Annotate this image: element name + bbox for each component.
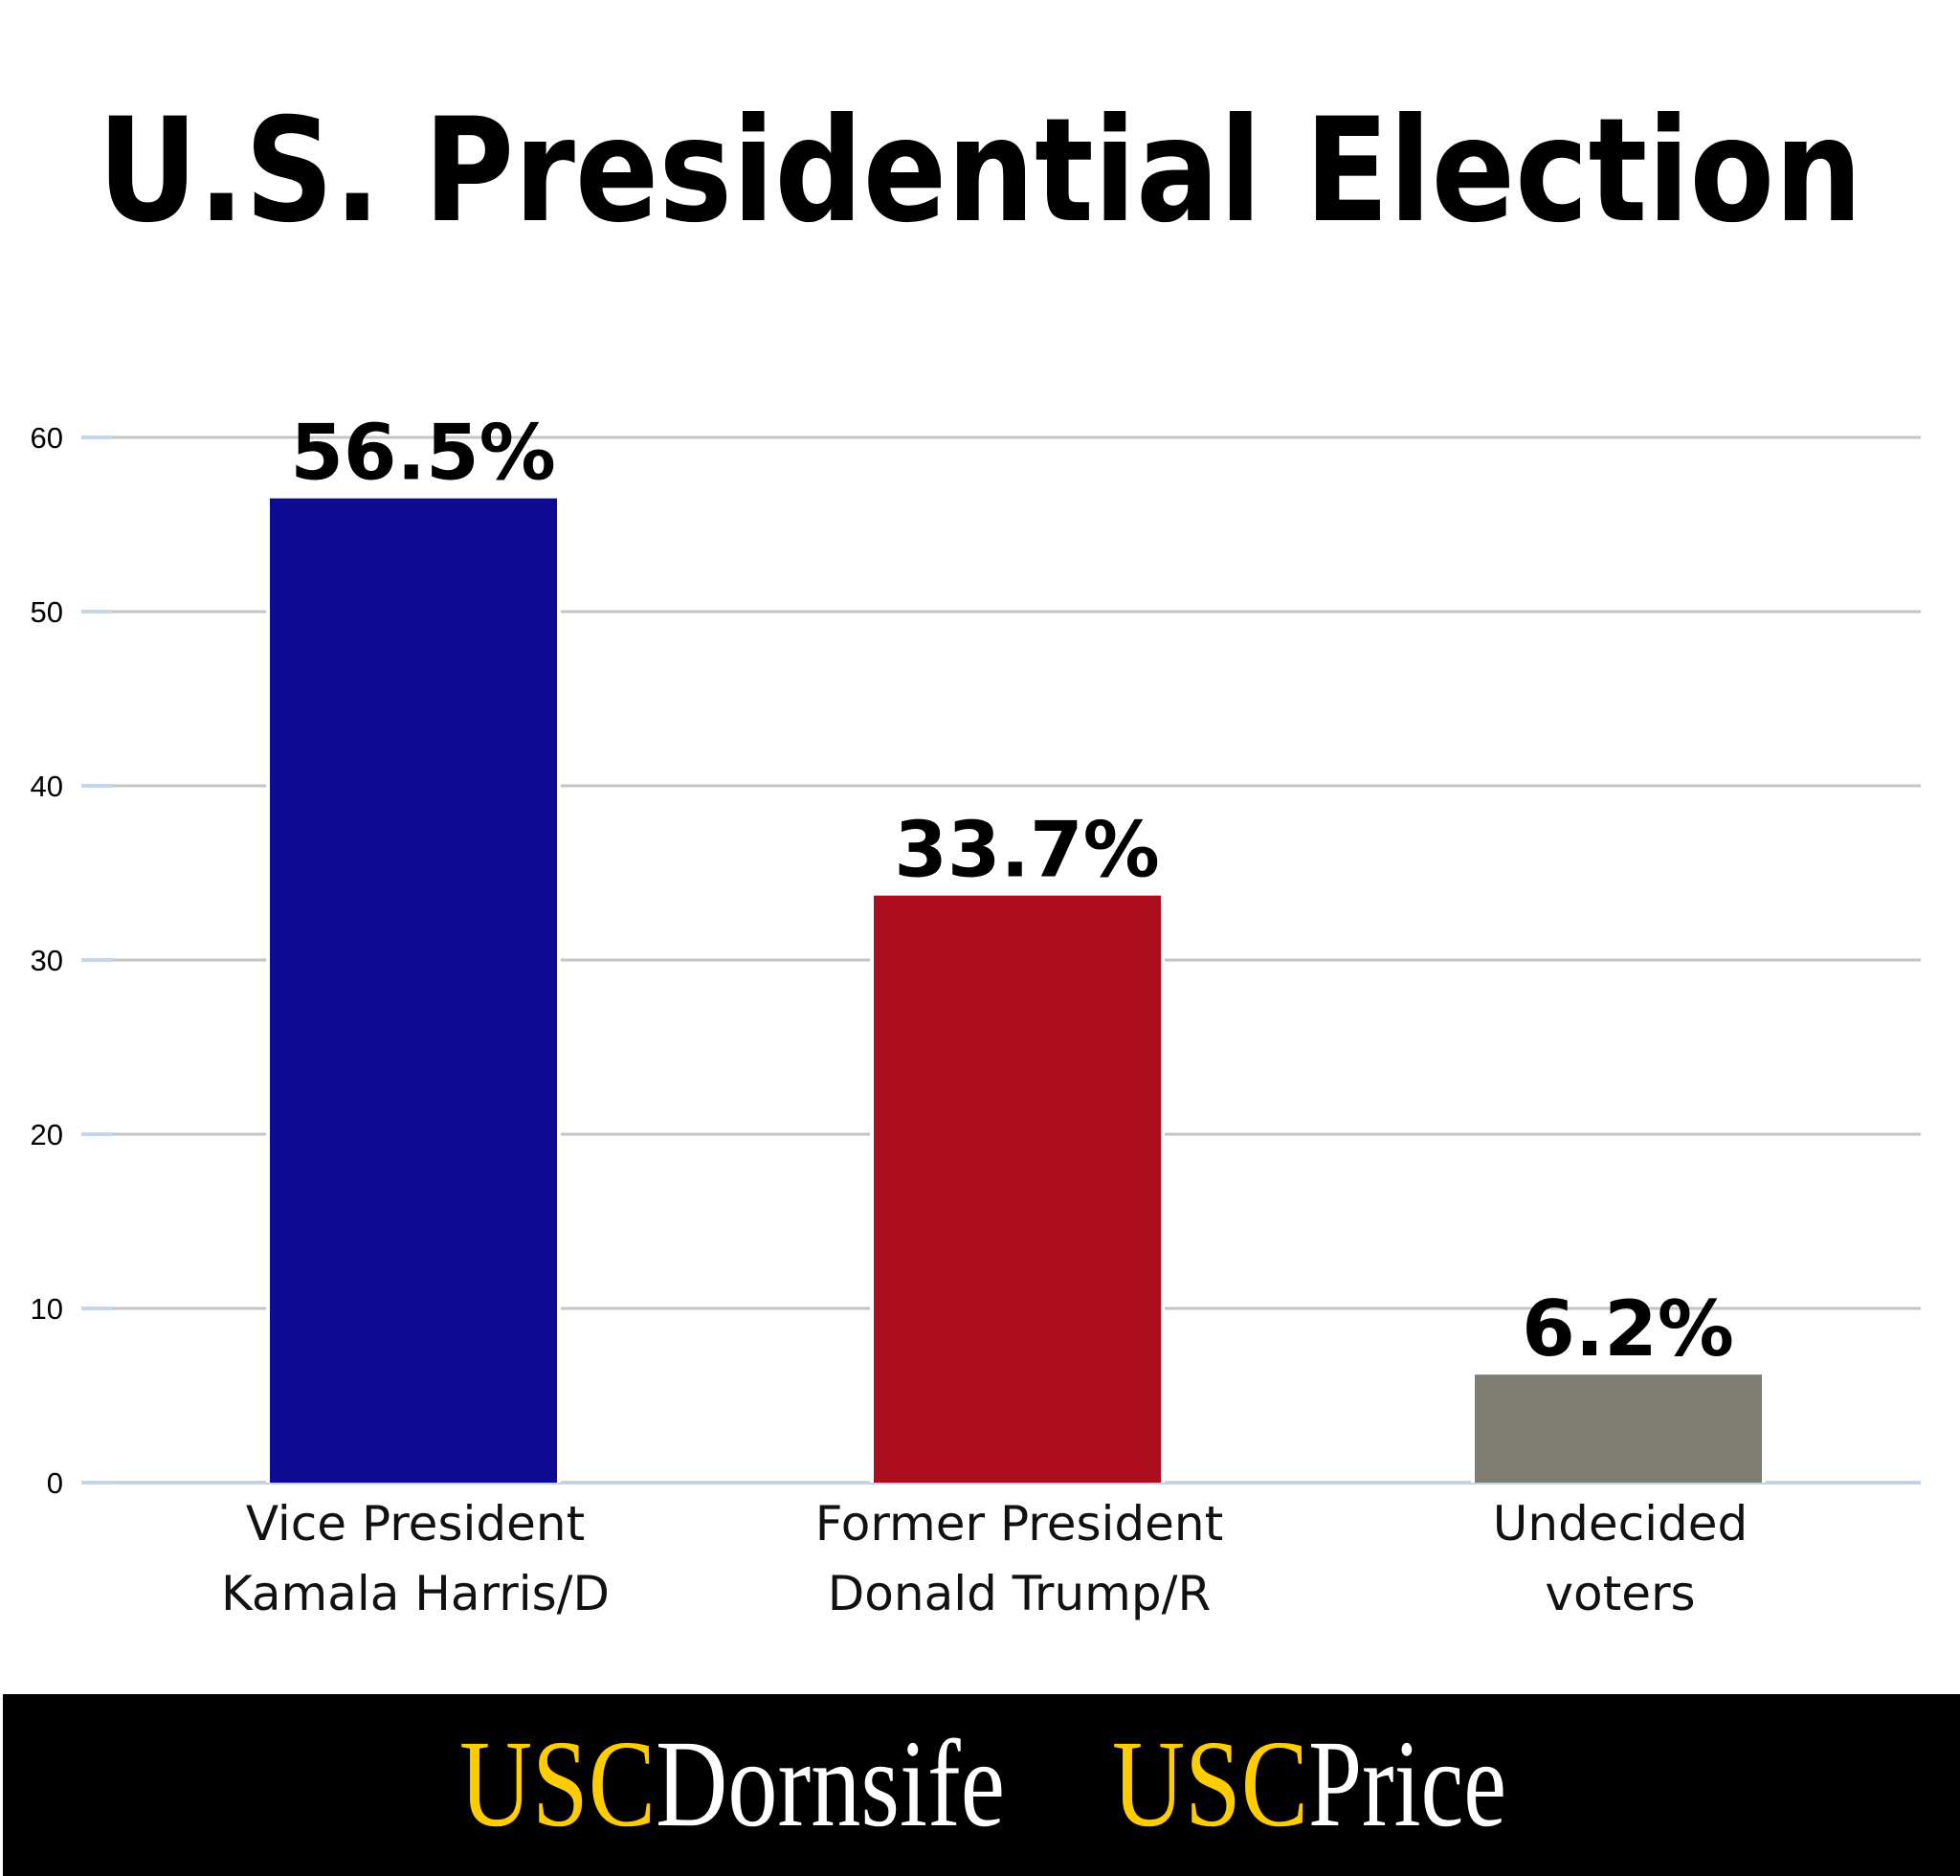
x-category-label: Former President bbox=[815, 1496, 1223, 1552]
y-tick-label: 60 bbox=[31, 421, 63, 455]
y-tick-label: 10 bbox=[31, 1292, 63, 1326]
y-tick-label: 0 bbox=[47, 1466, 63, 1500]
logo-prefix: USC bbox=[459, 1715, 656, 1853]
data-label: 33.7% bbox=[894, 806, 1160, 895]
data-label: 6.2% bbox=[1522, 1284, 1734, 1374]
data-labels: 56.5% 33.7% 6.2% bbox=[290, 409, 1734, 1374]
y-tick-label: 20 bbox=[31, 1118, 63, 1151]
x-axis-categories: Vice President Kamala Harris/D Former Pres… bbox=[221, 1496, 1748, 1621]
y-tick-label: 40 bbox=[31, 770, 63, 803]
logo-name: Dornsife bbox=[656, 1715, 1005, 1853]
x-category-label: voters bbox=[1545, 1566, 1695, 1621]
y-axis-ticks: 0 10 20 30 40 50 60 bbox=[31, 421, 63, 1500]
y-tick-label: 30 bbox=[31, 944, 63, 977]
x-category-label: Vice President bbox=[246, 1496, 585, 1552]
bars bbox=[266, 496, 1766, 1484]
data-label: 56.5% bbox=[290, 409, 556, 498]
bar bbox=[270, 498, 557, 1484]
y-tick-label: 50 bbox=[31, 595, 63, 629]
logo-name: Price bbox=[1308, 1715, 1506, 1853]
footer-logos: USC Dornsife USC Price bbox=[459, 1715, 1506, 1853]
x-category-label: Undecided bbox=[1493, 1496, 1748, 1552]
footer-band bbox=[3, 1694, 1960, 1876]
bar bbox=[874, 895, 1161, 1483]
chart-title: U.S. Presidential Election bbox=[98, 88, 1862, 255]
bar bbox=[1475, 1374, 1762, 1483]
x-category-label: Kamala Harris/D bbox=[221, 1566, 610, 1621]
x-category-label: Donald Trump/R bbox=[828, 1566, 1211, 1621]
logo-prefix: USC bbox=[1112, 1715, 1308, 1853]
